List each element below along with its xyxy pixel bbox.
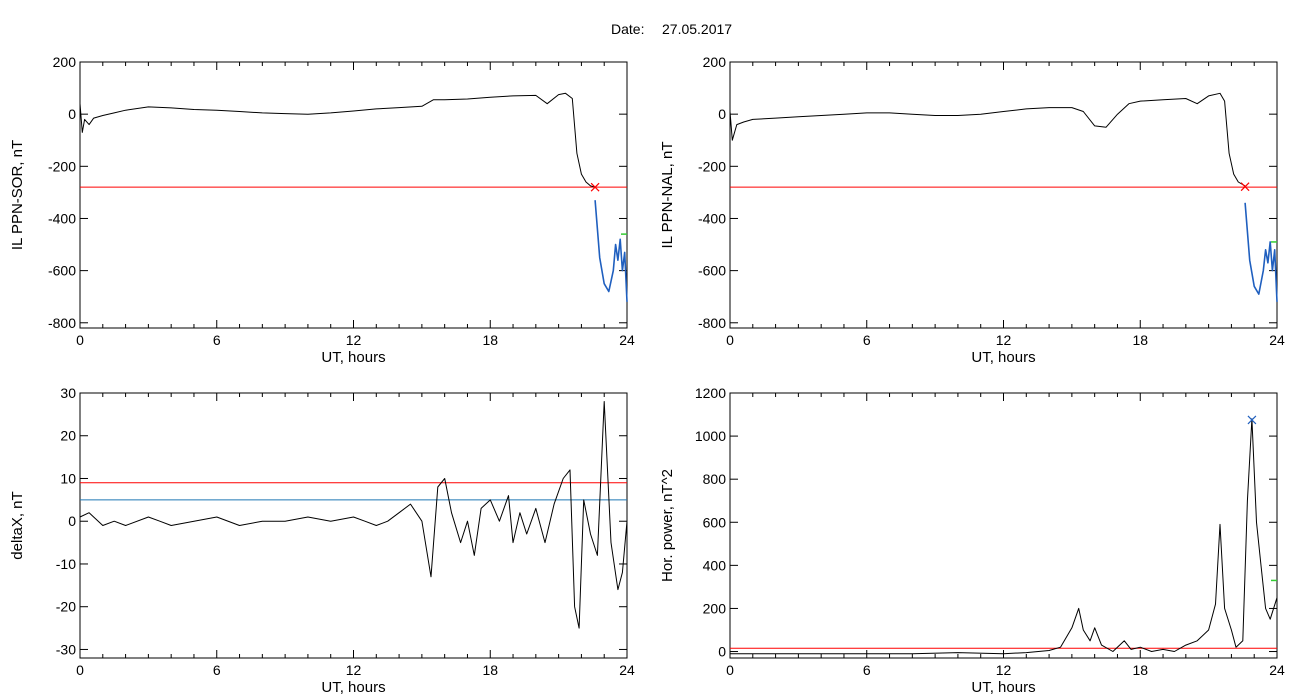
y-tick-label: -200: [698, 158, 726, 174]
x-tick-label: 12: [346, 662, 362, 678]
x-axis-label: UT, hours: [321, 349, 385, 366]
series-line-highlight: [594, 200, 628, 302]
plot-frame: [729, 392, 1278, 659]
y-tick-label: -800: [698, 315, 726, 331]
series-line: [79, 92, 596, 188]
x-tick-label: 6: [213, 662, 221, 678]
x-axis-label: UT, hours: [971, 349, 1035, 366]
date-label: Date:: [611, 21, 644, 37]
y-tick-label: -800: [48, 315, 76, 331]
x-tick-label: 24: [1269, 662, 1285, 678]
panel-deltax: 0 6 12 18 24 30 20 10 0 -10 -20 -30 UT, hours deltaX,…: [9, 385, 635, 696]
y-tick-label: 0: [718, 644, 726, 660]
y-tick-label: 1000: [695, 428, 726, 444]
date-value: 27.05.2017: [662, 21, 732, 37]
y-axis-label: IL PPN-NAL, nT: [659, 142, 676, 249]
y-tick-label: 400: [703, 557, 727, 573]
y-tick-label: 20: [60, 428, 76, 444]
cross-marker: [590, 182, 600, 192]
y-axis-label: Hor. power, nT^2: [659, 469, 676, 582]
x-tick-label: 24: [619, 662, 635, 678]
y-tick-label: 200: [703, 54, 727, 70]
y-axis-label: deltaX, nT: [9, 491, 26, 559]
y-tick-label: -200: [48, 158, 76, 174]
panel-il-ppn-nal: 0 6 12 18 24 200 0 -200 -400 -600 -800 UT, hours IL …: [659, 54, 1285, 366]
y-tick-label: 30: [60, 385, 76, 401]
y-tick-label: -10: [56, 556, 76, 572]
x-tick-label: 6: [213, 332, 221, 348]
panel-il-ppn-sor: 0 6 12 18 24 200 0 -200 -400 -600 -800 UT, hours IL …: [9, 54, 635, 366]
x-axis-label: UT, hours: [971, 679, 1035, 696]
y-tick-label: 0: [68, 513, 76, 529]
y-tick-label: 200: [53, 54, 77, 70]
y-tick-label: 200: [703, 600, 727, 616]
y-tick-label: 0: [68, 106, 76, 122]
y-tick-label: 0: [718, 106, 726, 122]
x-tick-label: 6: [863, 332, 871, 348]
x-tick-label: 0: [726, 332, 734, 348]
x-tick-label: 0: [726, 662, 734, 678]
x-tick-label: 18: [1132, 332, 1148, 348]
cross-marker: [1240, 182, 1250, 192]
panel-hor-power: 0 6 12 18 24 1200 1000 800 600 400 200 0 UT, hours Ho…: [659, 385, 1285, 696]
x-tick-label: 12: [346, 332, 362, 348]
series-line: [79, 401, 628, 629]
x-tick-label: 18: [482, 332, 498, 348]
y-tick-label: -20: [56, 599, 76, 615]
y-tick-label: -30: [56, 641, 76, 657]
x-tick-label: 24: [1269, 332, 1285, 348]
plot-frame: [729, 61, 1278, 329]
series-line-highlight: [1244, 202, 1278, 302]
x-tick-label: 6: [863, 662, 871, 678]
x-tick-label: 0: [76, 332, 84, 348]
cross-marker: [1247, 415, 1257, 425]
y-tick-label: -600: [698, 263, 726, 279]
x-tick-label: 0: [76, 662, 84, 678]
y-tick-label: -600: [48, 263, 76, 279]
y-tick-label: -400: [698, 210, 726, 226]
y-tick-label: -400: [48, 210, 76, 226]
y-tick-label: 10: [60, 470, 76, 486]
x-tick-label: 12: [996, 662, 1012, 678]
y-tick-label: 600: [703, 514, 727, 530]
x-axis-label: UT, hours: [321, 679, 385, 696]
x-tick-label: 24: [619, 332, 635, 348]
y-tick-label: 1200: [695, 385, 726, 401]
y-axis-label: IL PPN-SOR, nT: [9, 140, 26, 250]
series-line: [729, 92, 1246, 187]
y-tick-label: 800: [703, 471, 727, 487]
series-line: [730, 418, 1278, 655]
x-tick-label: 18: [1132, 662, 1148, 678]
plot-frame: [79, 392, 628, 659]
x-tick-label: 18: [482, 662, 498, 678]
x-tick-label: 12: [996, 332, 1012, 348]
